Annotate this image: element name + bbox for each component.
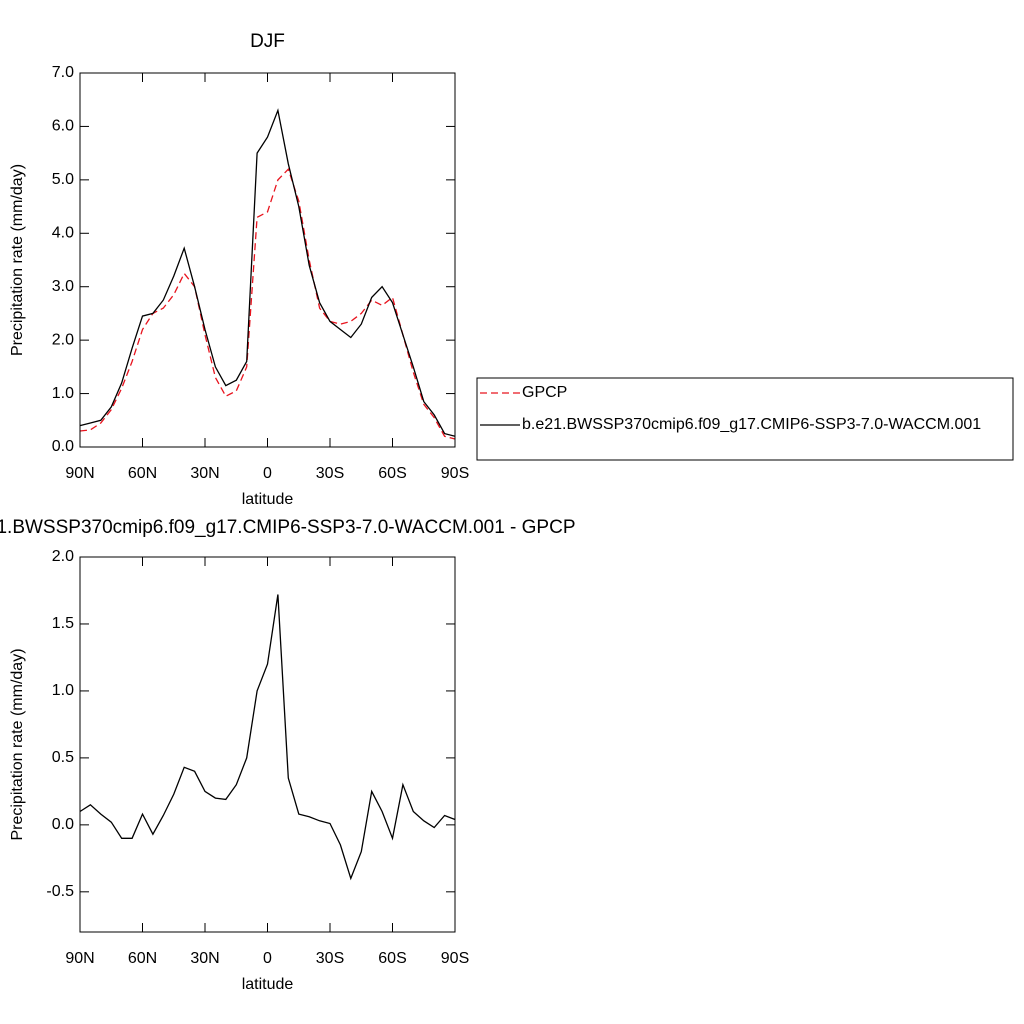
chart-title: DJF [250,31,285,52]
y-tick-label: 2.0 [52,548,74,565]
y-tick-label: 0.5 [52,749,74,766]
x-tick-label: 90S [441,465,469,482]
x-axis-label: latitude [242,976,294,993]
x-tick-label: 30N [190,465,219,482]
y-tick-label: 3.0 [52,278,74,295]
x-tick-label: 60N [128,465,157,482]
plot-frame [79,72,456,448]
x-tick-label: 30N [190,950,219,967]
x-tick-label: 0 [263,465,272,482]
y-axis-label: Precipitation rate (mm/day) [9,648,26,840]
legend-label: GPCP [522,384,567,401]
chart-title: b.e21.BWSSP370cmip6.f09_g17.CMIP6-SSP3-7… [0,517,576,538]
x-axis-label: latitude [242,491,294,508]
x-tick-label: 0 [263,950,272,967]
y-tick-label: 5.0 [52,171,74,188]
x-tick-label: 90S [441,950,469,967]
plot-frame [79,556,456,933]
y-tick-label: 0.0 [52,438,74,455]
x-tick-label: 90N [65,950,94,967]
x-tick-label: 60S [378,950,406,967]
y-tick-label: 0.0 [52,816,74,833]
y-tick-label: 7.0 [52,64,74,81]
legend-label: b.e21.BWSSP370cmip6.f09_g17.CMIP6-SSP3-7… [522,416,981,433]
legend-box [476,377,1014,461]
y-tick-label: 4.0 [52,225,74,242]
y-tick-label: 1.5 [52,615,74,632]
y-tick-label: 1.0 [52,682,74,699]
data-line [79,167,456,440]
x-tick-label: 30S [316,950,344,967]
data-line [79,108,456,437]
y-axis-label: Precipitation rate (mm/day) [9,164,26,356]
x-tick-label: 30S [316,465,344,482]
x-tick-label: 60S [378,465,406,482]
y-tick-label: -0.5 [46,883,74,900]
y-tick-label: 1.0 [52,385,74,402]
x-tick-label: 90N [65,465,94,482]
x-tick-label: 60N [128,950,157,967]
y-tick-label: 6.0 [52,118,74,135]
data-line [79,594,456,881]
y-tick-label: 2.0 [52,331,74,348]
